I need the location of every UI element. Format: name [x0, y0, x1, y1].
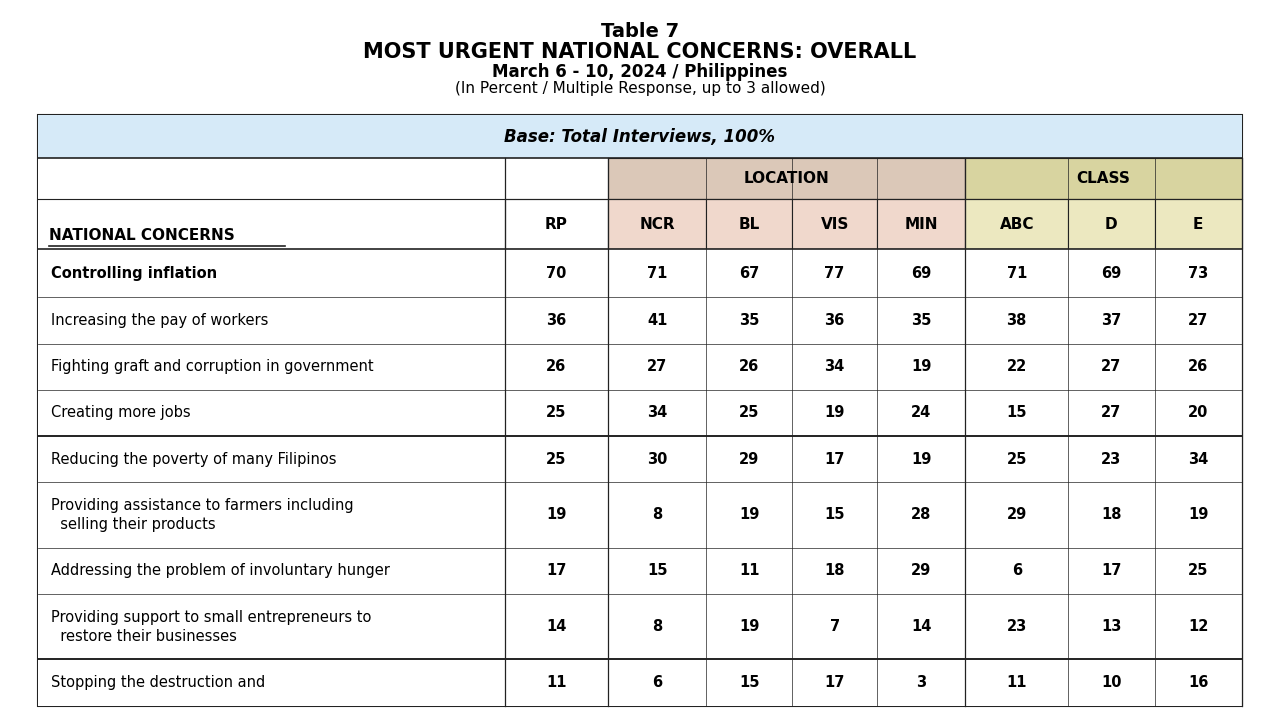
- Text: 26: 26: [739, 359, 759, 374]
- Text: 8: 8: [652, 508, 662, 523]
- Text: LOCATION: LOCATION: [744, 171, 829, 186]
- Text: Base: Total Interviews, 100%: Base: Total Interviews, 100%: [504, 127, 776, 145]
- Text: RP: RP: [545, 217, 568, 232]
- Text: 36: 36: [824, 313, 845, 328]
- Text: 19: 19: [547, 508, 567, 523]
- Text: 35: 35: [911, 313, 932, 328]
- Text: (In Percent / Multiple Response, up to 3 allowed): (In Percent / Multiple Response, up to 3…: [454, 81, 826, 96]
- Text: Reducing the poverty of many Filipinos: Reducing the poverty of many Filipinos: [51, 451, 337, 467]
- Text: 25: 25: [547, 405, 567, 420]
- Text: 3: 3: [916, 675, 927, 690]
- Text: 27: 27: [1101, 359, 1121, 374]
- Text: 77: 77: [824, 266, 845, 281]
- Text: 71: 71: [1006, 266, 1027, 281]
- Text: 25: 25: [739, 405, 759, 420]
- Text: 11: 11: [1006, 675, 1027, 690]
- Text: 19: 19: [1188, 508, 1208, 523]
- Text: 19: 19: [824, 405, 845, 420]
- Text: 23: 23: [1101, 451, 1121, 467]
- Text: BL: BL: [739, 217, 760, 232]
- Text: NCR: NCR: [639, 217, 675, 232]
- Text: 6: 6: [652, 675, 662, 690]
- Text: 18: 18: [1101, 508, 1121, 523]
- Text: 7: 7: [829, 619, 840, 634]
- Text: MIN: MIN: [905, 217, 938, 232]
- Text: 29: 29: [1006, 508, 1027, 523]
- Text: 70: 70: [547, 266, 567, 281]
- Text: 67: 67: [739, 266, 759, 281]
- Text: 15: 15: [824, 508, 845, 523]
- Text: 18: 18: [824, 563, 845, 578]
- Text: VIS: VIS: [820, 217, 849, 232]
- Text: 23: 23: [1006, 619, 1027, 634]
- Text: 73: 73: [1188, 266, 1208, 281]
- Text: 29: 29: [739, 451, 759, 467]
- Text: Addressing the problem of involuntary hunger: Addressing the problem of involuntary hu…: [51, 563, 390, 578]
- Text: 17: 17: [1101, 563, 1121, 578]
- Text: 15: 15: [646, 563, 667, 578]
- Text: ABC: ABC: [1000, 217, 1034, 232]
- Text: 71: 71: [646, 266, 667, 281]
- Text: Stopping the destruction and: Stopping the destruction and: [51, 675, 265, 690]
- Text: E: E: [1193, 217, 1203, 232]
- Text: 34: 34: [1188, 451, 1208, 467]
- Text: 27: 27: [1101, 405, 1121, 420]
- Text: 19: 19: [911, 451, 932, 467]
- Text: 8: 8: [652, 619, 662, 634]
- Text: 37: 37: [1101, 313, 1121, 328]
- Text: 13: 13: [1101, 619, 1121, 634]
- Text: 17: 17: [547, 563, 567, 578]
- Text: 25: 25: [1006, 451, 1027, 467]
- Text: Providing support to small entrepreneurs to
  restore their businesses: Providing support to small entrepreneurs…: [51, 610, 371, 644]
- Text: 41: 41: [646, 313, 667, 328]
- Text: 69: 69: [1101, 266, 1121, 281]
- Text: Controlling inflation: Controlling inflation: [51, 266, 218, 281]
- Text: 28: 28: [911, 508, 932, 523]
- Text: 19: 19: [911, 359, 932, 374]
- Text: 24: 24: [911, 405, 932, 420]
- Text: 15: 15: [739, 675, 759, 690]
- Text: 26: 26: [547, 359, 567, 374]
- Text: NATIONAL CONCERNS: NATIONAL CONCERNS: [49, 228, 234, 243]
- Text: 27: 27: [646, 359, 667, 374]
- Text: 14: 14: [911, 619, 932, 634]
- Text: 22: 22: [1006, 359, 1027, 374]
- Text: 14: 14: [547, 619, 567, 634]
- Text: Creating more jobs: Creating more jobs: [51, 405, 191, 420]
- Text: 35: 35: [739, 313, 759, 328]
- Text: 19: 19: [739, 508, 759, 523]
- Text: 19: 19: [739, 619, 759, 634]
- Text: Table 7: Table 7: [600, 22, 680, 40]
- Text: 36: 36: [547, 313, 567, 328]
- Text: 30: 30: [646, 451, 667, 467]
- Text: CLASS: CLASS: [1076, 171, 1130, 186]
- Text: 34: 34: [824, 359, 845, 374]
- Text: 11: 11: [547, 675, 567, 690]
- Text: 29: 29: [911, 563, 932, 578]
- Text: 16: 16: [1188, 675, 1208, 690]
- Text: 6: 6: [1011, 563, 1021, 578]
- Text: D: D: [1105, 217, 1117, 232]
- Text: 10: 10: [1101, 675, 1121, 690]
- Text: 17: 17: [824, 451, 845, 467]
- Text: 26: 26: [1188, 359, 1208, 374]
- Text: 27: 27: [1188, 313, 1208, 328]
- Text: 17: 17: [824, 675, 845, 690]
- Text: 38: 38: [1006, 313, 1027, 328]
- Text: 34: 34: [646, 405, 667, 420]
- Text: 20: 20: [1188, 405, 1208, 420]
- Text: Providing assistance to farmers including
  selling their products: Providing assistance to farmers includin…: [51, 498, 353, 532]
- Text: 15: 15: [1006, 405, 1027, 420]
- Text: March 6 - 10, 2024 / Philippines: March 6 - 10, 2024 / Philippines: [493, 63, 787, 81]
- Text: Fighting graft and corruption in government: Fighting graft and corruption in governm…: [51, 359, 374, 374]
- Text: 11: 11: [739, 563, 759, 578]
- Text: 12: 12: [1188, 619, 1208, 634]
- Text: 69: 69: [911, 266, 932, 281]
- Text: 25: 25: [547, 451, 567, 467]
- Text: 25: 25: [1188, 563, 1208, 578]
- Text: MOST URGENT NATIONAL CONCERNS: OVERALL: MOST URGENT NATIONAL CONCERNS: OVERALL: [364, 42, 916, 62]
- Text: Increasing the pay of workers: Increasing the pay of workers: [51, 313, 269, 328]
